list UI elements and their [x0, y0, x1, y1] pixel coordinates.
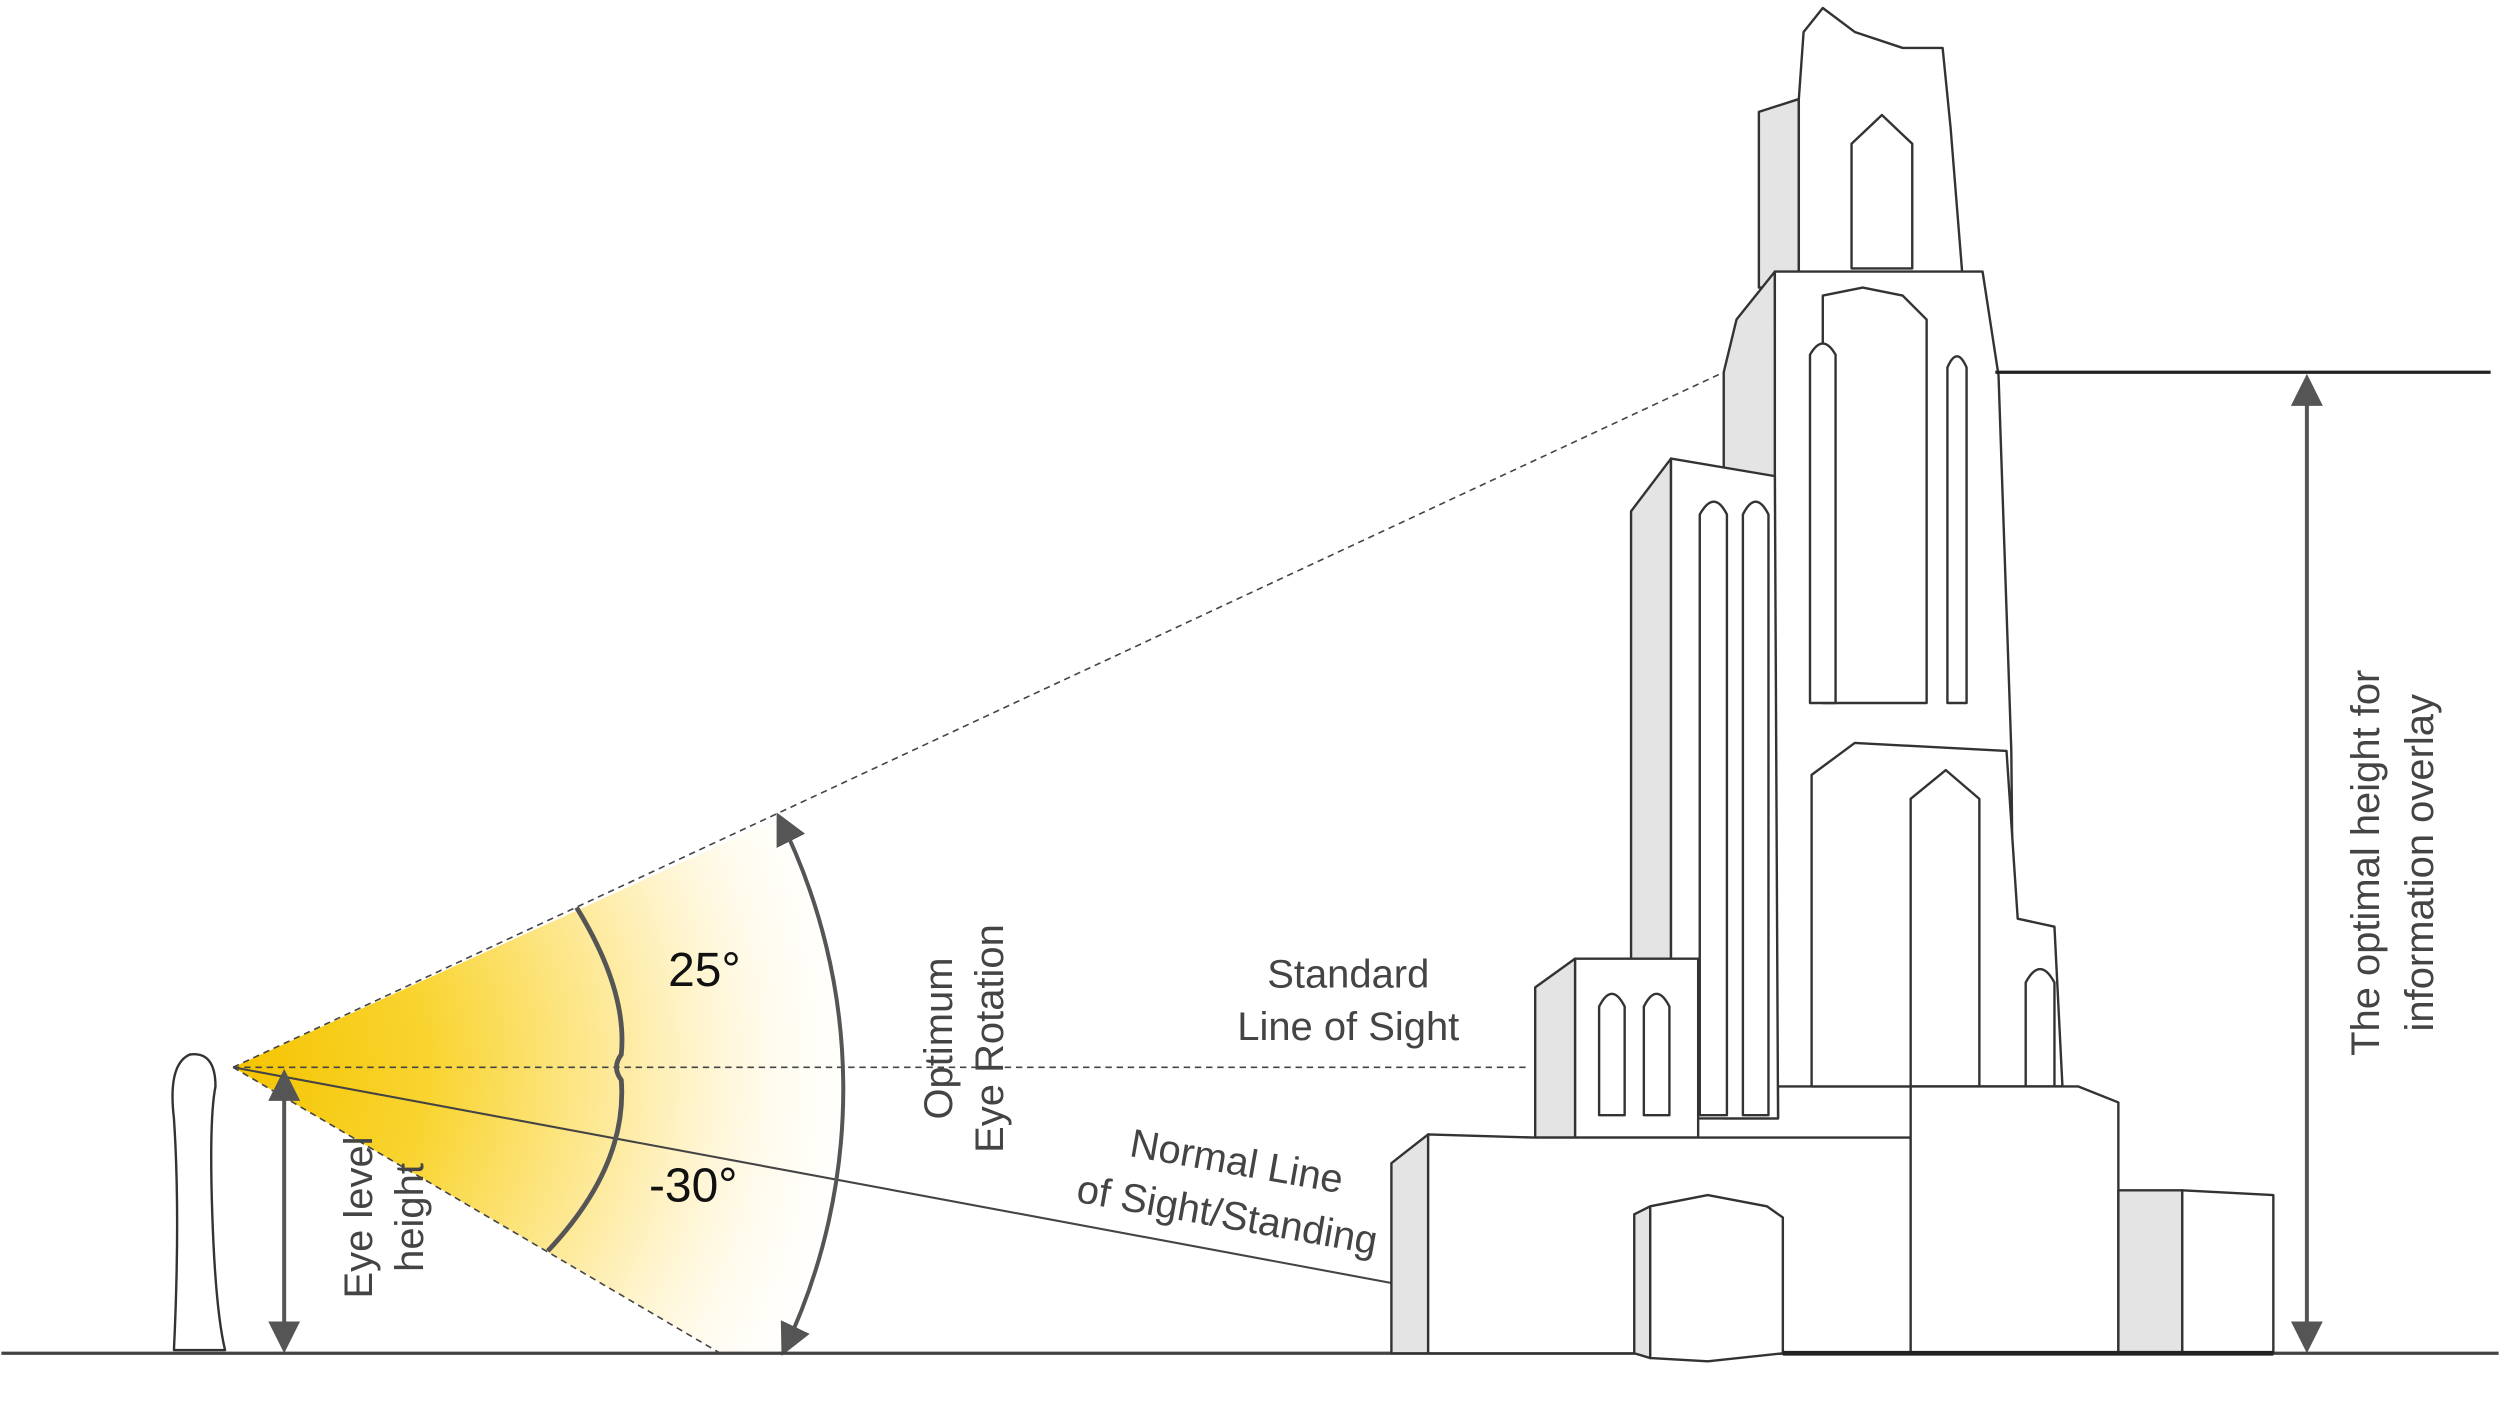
label-line: Eye Rotation [968, 924, 1012, 1153]
building [1390, 6, 2275, 1363]
person [171, 1053, 227, 1352]
label-line: Optimum [917, 958, 961, 1120]
label-line: The optimal height for [2344, 670, 2388, 1056]
label-line: information overlay [2398, 694, 2442, 1031]
standard-line-label: Standard [1267, 952, 1429, 996]
eye-range-curve [546, 906, 625, 1253]
cone [233, 818, 845, 1354]
lower-angle: -30° [649, 1159, 737, 1212]
upper-angle: 25° [668, 944, 740, 997]
optimum-rotation-label: Optimum Eye Rotation [917, 924, 1012, 1153]
eye-level-label: Eye level height [337, 1136, 432, 1298]
label-line: height [388, 1163, 432, 1272]
upper-sight-line [232, 371, 1725, 1069]
rotation-arc [776, 812, 846, 1356]
standard-line-label: Line of Sight [1237, 1005, 1459, 1049]
overlay-height-label: The optimal height for information overl… [2344, 670, 2442, 1056]
label-line: Eye level [337, 1136, 381, 1298]
normal-sight-line [232, 1066, 1392, 1284]
normal-line-label: Normal Line of Sight/Standing [1074, 1121, 1381, 1263]
lower-sight-line [232, 1066, 721, 1354]
